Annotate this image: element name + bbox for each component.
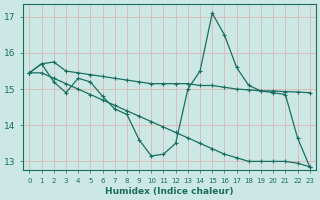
X-axis label: Humidex (Indice chaleur): Humidex (Indice chaleur) (105, 187, 234, 196)
